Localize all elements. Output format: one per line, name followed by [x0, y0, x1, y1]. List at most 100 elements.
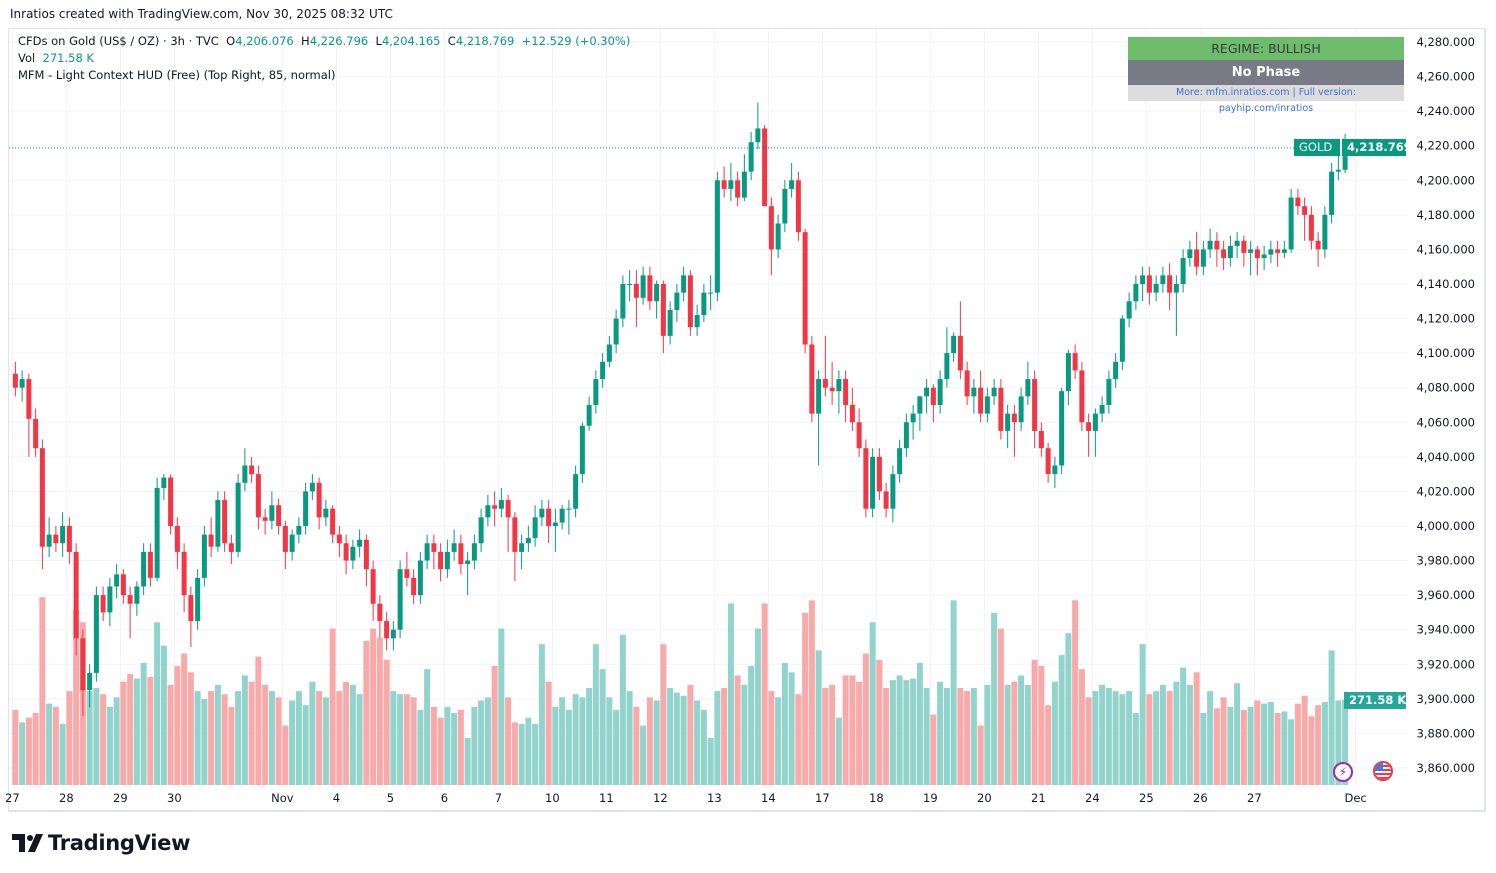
y-tick-label: 3,960.000	[1416, 588, 1475, 602]
volume-bar	[1342, 699, 1349, 785]
volume-bar	[599, 669, 606, 785]
candle-body	[714, 180, 720, 293]
candle-body	[33, 418, 39, 449]
close-value: 4,218.769	[455, 34, 515, 48]
candle-body	[262, 517, 268, 521]
y-tick-label: 3,860.000	[1416, 761, 1475, 775]
candle-body	[1059, 391, 1065, 466]
volume-bar	[1051, 681, 1058, 785]
candle-body	[330, 508, 336, 535]
volume-bar	[1119, 694, 1126, 785]
tradingview-logo[interactable]: TradingView	[12, 831, 190, 855]
candle-body	[654, 283, 660, 302]
volume-bar	[1254, 700, 1261, 785]
candle-body	[876, 456, 882, 492]
candle-body	[843, 379, 849, 405]
hud-links: More: mfm.inratios.com | Full version: p…	[1128, 85, 1404, 114]
candle-body	[951, 335, 957, 354]
candle-body	[498, 500, 504, 509]
candle-body	[573, 474, 579, 509]
volume-bar	[32, 713, 39, 785]
candle-body	[1011, 413, 1017, 423]
candle-body	[1065, 353, 1071, 392]
volume-bar	[957, 687, 964, 785]
candle-body	[208, 534, 214, 547]
volume-bar	[289, 700, 296, 785]
volume-bar	[167, 684, 174, 785]
candle-body	[26, 379, 32, 419]
low-value: 4,204.165	[381, 34, 441, 48]
volume-bar	[1193, 672, 1200, 785]
volume-bar	[565, 709, 572, 785]
candle-body	[1342, 147, 1348, 170]
volume-bar	[727, 603, 734, 785]
candle-body	[991, 387, 997, 397]
volume-bar	[734, 675, 741, 785]
candle-body	[546, 508, 552, 526]
volume-bar	[903, 680, 910, 785]
volume-bar	[228, 706, 235, 785]
volume-bar	[862, 653, 869, 785]
candle-body	[303, 491, 309, 526]
x-tick-label: 18	[869, 791, 884, 805]
volume-bar	[268, 691, 275, 785]
candle-body	[917, 396, 923, 414]
candle-body	[1234, 240, 1240, 246]
candle-body	[215, 500, 221, 547]
y-tick-label: 4,140.000	[1416, 277, 1475, 291]
y-tick-label: 3,880.000	[1416, 726, 1475, 740]
chart-credit: Inratios created with TradingView.com, N…	[10, 7, 393, 21]
volume-bar	[1078, 669, 1085, 785]
volume-bar	[397, 694, 404, 785]
volume-bar	[896, 675, 903, 785]
candle-body	[829, 387, 835, 392]
legend-symbol: CFDs on Gold (US$ / OZ) · 3h · TVC	[18, 34, 219, 48]
volume-bar	[525, 717, 532, 785]
candle-body	[107, 586, 113, 613]
volume-bar	[174, 666, 181, 785]
volume-bar	[694, 700, 701, 785]
candle-body	[39, 448, 45, 547]
y-tick-label: 4,280.000	[1416, 35, 1475, 49]
volume-bar	[822, 687, 829, 785]
x-tick-label: 19	[923, 791, 938, 805]
volume-bar	[518, 723, 525, 785]
volume-bar	[1038, 666, 1045, 785]
time-axis[interactable]: 27 28 29 30 Nov 4 5 6 7 10 11 12 13 14 17 18 19 20 21 24 25 2…	[5, 791, 1367, 805]
volume-bar	[86, 691, 93, 785]
lightning-icon[interactable]: ⚡	[1333, 762, 1353, 782]
volume-bar	[464, 738, 471, 785]
x-tick-label: 27	[5, 791, 20, 805]
legend-indicator[interactable]: MFM - Light Context HUD (Free) (Top Righ…	[18, 68, 336, 82]
volume-bar	[1213, 708, 1220, 785]
high-label: H	[301, 34, 310, 48]
volume-bar	[876, 659, 883, 785]
candle-body	[681, 275, 687, 293]
candle-body	[1281, 249, 1287, 253]
volume-bar	[606, 697, 613, 785]
us-flag-icon[interactable]	[1373, 761, 1393, 781]
volume-bar	[748, 666, 755, 785]
volume-bar	[842, 675, 849, 785]
candle-body	[984, 396, 990, 414]
volume-bar	[707, 738, 714, 785]
candle-body	[566, 508, 572, 510]
candle-body	[964, 370, 970, 397]
volume-bar	[788, 672, 795, 785]
candle-body	[505, 500, 511, 518]
x-tick-label: 4	[333, 791, 340, 805]
candle-body	[147, 551, 153, 578]
candle-body	[944, 353, 950, 380]
candle-body	[822, 379, 828, 388]
volume-bar	[667, 687, 674, 785]
volume-bar	[491, 666, 498, 785]
candle-body	[633, 283, 639, 298]
volume-badge: 271.58 K	[1344, 692, 1406, 709]
candle-body	[883, 491, 889, 509]
price-axis[interactable]: 4,280.000 4,260.000 4,240.000 4,220.000 4,20…	[1416, 35, 1475, 775]
volume-bar	[849, 675, 856, 785]
tradingview-logo-icon	[12, 834, 43, 852]
volume-bar	[640, 725, 647, 785]
x-tick-label: 28	[59, 791, 74, 805]
